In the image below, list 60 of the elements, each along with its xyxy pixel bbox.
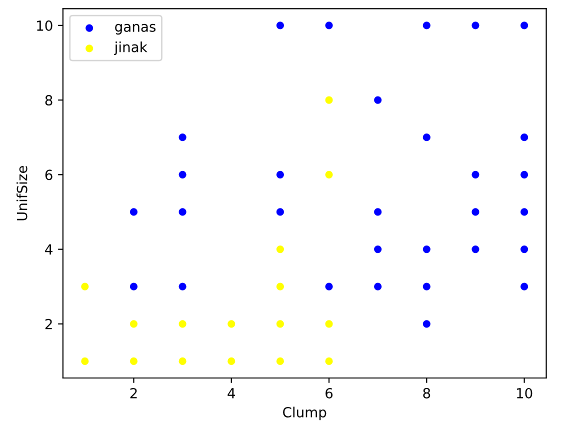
point: [374, 282, 382, 290]
y-tick-label: 10: [37, 20, 52, 31]
point: [325, 357, 333, 366]
point: [422, 245, 430, 254]
point: [276, 170, 284, 178]
point: [228, 320, 236, 328]
point: [520, 170, 528, 178]
point: [422, 282, 430, 290]
point: [178, 170, 186, 178]
legend-label: ganas: [115, 24, 156, 35]
point: [422, 22, 430, 30]
point: [276, 282, 284, 290]
point: [472, 245, 480, 254]
point: [325, 22, 333, 30]
y-axis-title: UnifSize: [16, 166, 28, 220]
point: [520, 282, 528, 290]
point: [325, 96, 333, 104]
point: [325, 170, 333, 178]
point: [276, 22, 284, 30]
point: [520, 134, 528, 142]
point: [472, 170, 480, 178]
x-tick-label: 8: [423, 388, 430, 398]
point: [276, 245, 284, 254]
point: [472, 208, 480, 216]
y-tick-label: 6: [45, 170, 52, 180]
point: [178, 282, 186, 290]
point: [81, 357, 89, 366]
x-tick-label: 2: [130, 388, 137, 398]
y-tick-label: 8: [45, 95, 52, 106]
y-tick-label: 4: [45, 244, 52, 255]
x-tick-label: 6: [326, 388, 333, 398]
point: [374, 208, 382, 216]
point: [520, 22, 528, 30]
point: [130, 208, 138, 216]
point: [422, 134, 430, 142]
point: [130, 357, 138, 366]
point: [276, 320, 284, 328]
point: [374, 96, 382, 104]
point: [178, 208, 186, 216]
x-tick-label: 10: [516, 388, 532, 398]
point: [130, 282, 138, 290]
legend-label: jinak: [114, 42, 148, 55]
y-tick-label: 2: [45, 318, 52, 330]
point: [81, 282, 89, 290]
point: [130, 320, 138, 328]
x-axis-title: Clump: [283, 406, 326, 420]
point: [276, 208, 284, 216]
point: [178, 320, 186, 328]
point: [325, 282, 333, 290]
point: [228, 357, 236, 366]
point: [472, 22, 480, 30]
point: [520, 208, 528, 216]
point: [422, 320, 430, 328]
point: [276, 357, 284, 366]
point: [325, 320, 333, 328]
x-tick-label: 4: [228, 388, 236, 398]
point: [520, 245, 528, 254]
point: [374, 245, 382, 254]
point: [178, 357, 186, 366]
point: [178, 134, 186, 142]
